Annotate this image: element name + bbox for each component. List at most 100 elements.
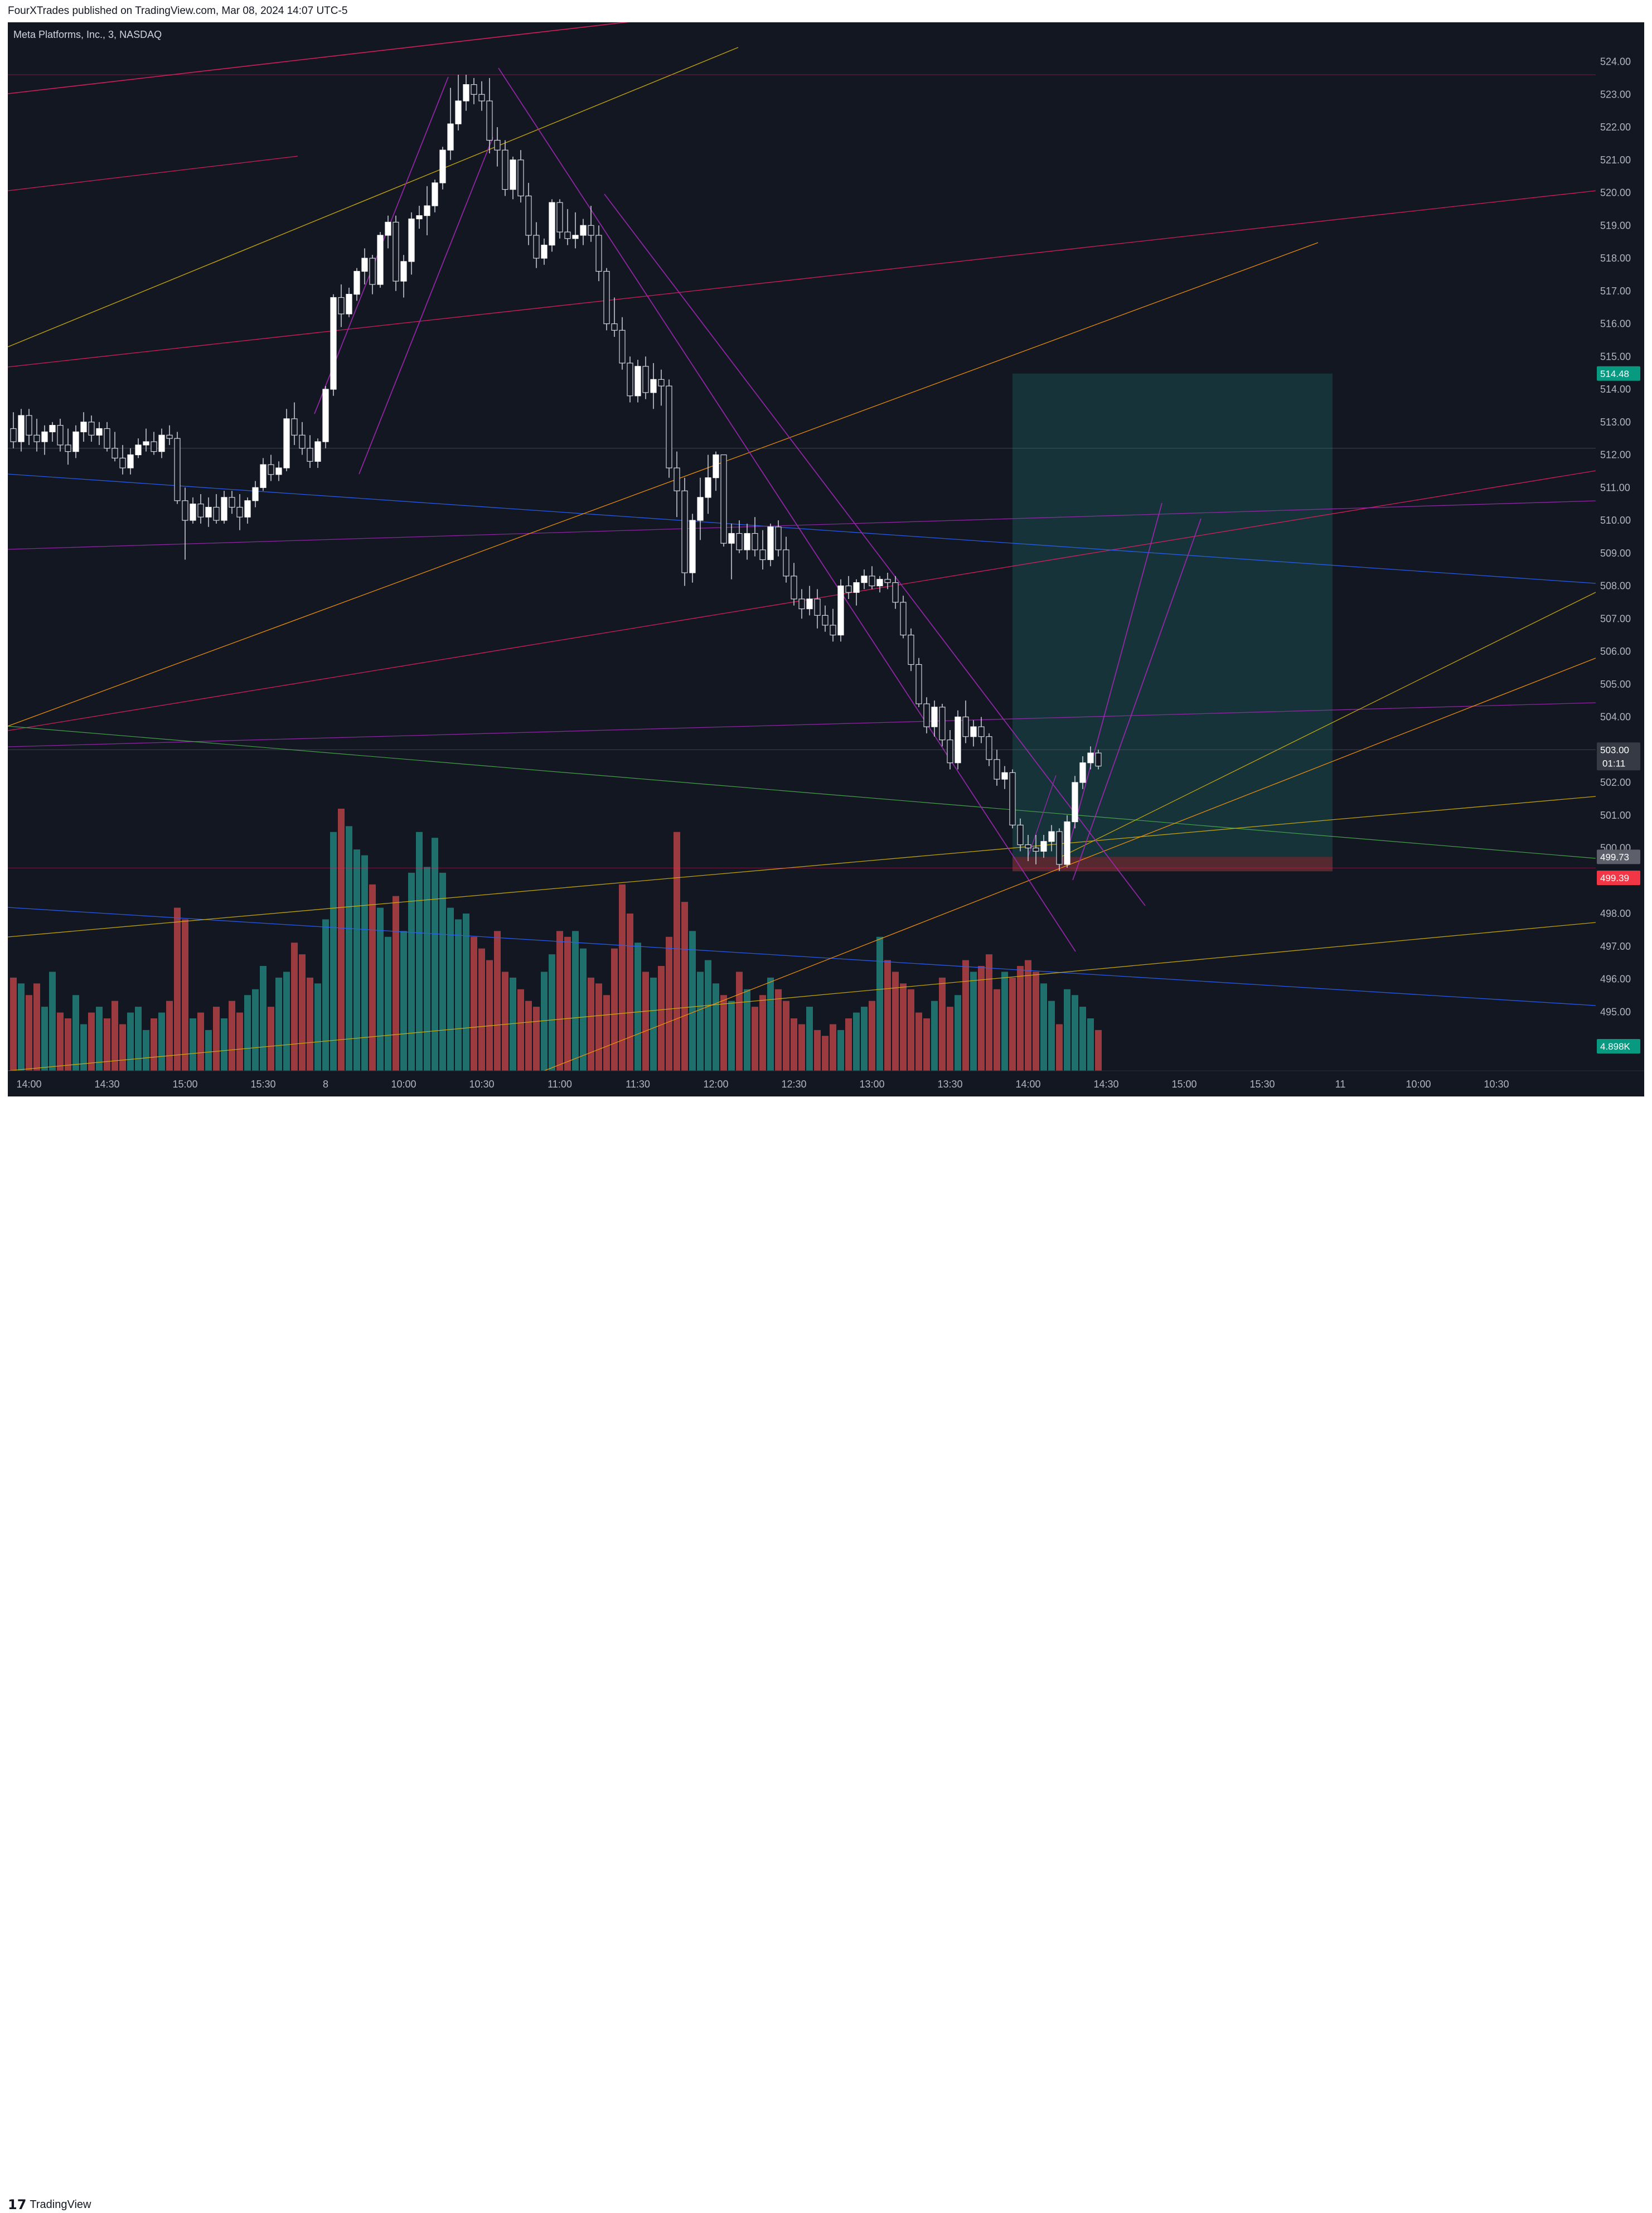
volume-bar: [1056, 1024, 1063, 1071]
symbol-legend[interactable]: Meta Platforms, Inc., 3, NASDAQ: [13, 29, 162, 40]
candle-body: [252, 487, 259, 501]
volume-bar: [18, 983, 25, 1071]
volume-tag: 4.898K: [1600, 1041, 1631, 1052]
footer-bar: 17 TradingView: [0, 1096, 1652, 2212]
volume-bar: [1095, 1030, 1102, 1071]
volume-bar: [112, 1001, 118, 1071]
candle-body: [908, 635, 914, 665]
candle-body: [697, 497, 704, 521]
price-tick-label: 522.00: [1600, 122, 1631, 133]
volume-bar: [1025, 960, 1031, 1071]
volume-bar: [252, 989, 259, 1071]
candle-body: [143, 441, 149, 446]
candle-body: [830, 625, 836, 636]
volume-bar: [689, 931, 696, 1071]
candle-body: [759, 549, 766, 561]
price-tick-label: 497.00: [1600, 941, 1631, 952]
candle-body: [869, 576, 875, 587]
candle-body: [689, 520, 696, 573]
candle-body: [853, 582, 860, 593]
candles-layer: [10, 75, 1102, 871]
price-tick-label: 515.00: [1600, 351, 1631, 362]
volume-bar: [634, 943, 641, 1071]
candle-body: [884, 579, 891, 583]
publish-header: FourXTrades published on TradingView.com…: [0, 0, 1652, 22]
price-tick-label: 504.00: [1600, 712, 1631, 723]
volume-bar: [588, 977, 594, 1071]
candle-body: [744, 533, 750, 550]
time-tick-label: 15:00: [1171, 1079, 1196, 1090]
volume-bar: [931, 1001, 938, 1071]
candle-body: [1087, 752, 1094, 764]
trend-line: [8, 47, 739, 347]
volume-bar: [268, 1007, 274, 1071]
volume-bar: [908, 989, 914, 1071]
candle-body: [650, 379, 657, 393]
tradingview-logo[interactable]: 17 TradingView: [8, 2196, 91, 2213]
price-tags: 514.48 503.00 01:11 499.73 499.39 4.898K: [1597, 366, 1640, 1054]
candle-body: [595, 235, 602, 272]
candle-body: [1079, 762, 1086, 783]
volume-bar: [572, 931, 579, 1071]
time-tick-label: 13:00: [859, 1079, 884, 1090]
tradingview-logo-icon: 17: [8, 2197, 27, 2212]
volume-bar: [892, 972, 899, 1071]
candle-body: [923, 703, 930, 727]
volume-bar: [978, 966, 985, 1071]
volume-bar: [307, 977, 313, 1071]
candle-body: [447, 123, 454, 151]
price-tick-label: 513.00: [1600, 417, 1631, 428]
volume-bar: [104, 1018, 110, 1071]
volume-bar: [330, 832, 337, 1071]
time-tick-label: 11: [1335, 1079, 1346, 1090]
candle-body: [369, 258, 376, 285]
volume-bar: [1064, 989, 1070, 1071]
trend-line: [1072, 518, 1202, 881]
candle-body: [658, 379, 665, 386]
volume-bar: [143, 1030, 149, 1071]
volume-bar: [151, 1018, 157, 1071]
volume-bar: [49, 972, 56, 1071]
time-tick-label: 11:00: [548, 1079, 572, 1090]
volume-bar: [400, 931, 407, 1071]
price-chart[interactable]: 524.00 523.00 522.00 521.00 520.00 519.00 518.…: [8, 22, 1644, 1096]
candle-body: [299, 434, 306, 449]
time-axis[interactable]: 14:00 14:30 15:00 15:30 8 10:00 10:30 11:00 11:3…: [8, 1070, 1644, 1096]
price-tick-label: 511.00: [1600, 482, 1630, 493]
trend-line: [1064, 502, 1162, 863]
candle-body: [533, 235, 540, 259]
price-tick-label: 495.00: [1600, 1006, 1631, 1017]
volume-bar: [759, 995, 766, 1071]
volume-bar: [556, 931, 563, 1071]
candle-body: [416, 215, 423, 220]
candle-body: [158, 434, 165, 452]
volume-bar: [182, 919, 188, 1071]
candle-body: [18, 415, 25, 442]
candle-body: [72, 431, 79, 452]
candle-body: [424, 205, 430, 216]
time-tick-label: 13:30: [937, 1079, 962, 1090]
price-axis[interactable]: 524.00 523.00 522.00 521.00 520.00 519.00 518.…: [1596, 22, 1644, 1096]
candle-body: [541, 244, 548, 259]
candle-body: [720, 454, 727, 544]
candle-body: [822, 615, 829, 626]
candle-body: [1009, 772, 1016, 825]
candle-body: [330, 297, 337, 390]
candle-body: [338, 297, 345, 315]
volume-bar: [393, 896, 399, 1071]
volume-bar: [595, 983, 602, 1071]
candle-body: [674, 467, 680, 491]
candle-body: [408, 218, 415, 262]
candle-body: [322, 389, 329, 442]
target-price-tag-bg: [1597, 366, 1640, 381]
candle-body: [814, 598, 821, 616]
candle-body: [728, 533, 735, 544]
candle-body: [377, 235, 384, 285]
candle-body: [119, 457, 126, 468]
candle-body: [439, 149, 446, 183]
volume-bar: [603, 995, 610, 1071]
time-axis-bg: [8, 1071, 1644, 1096]
candle-body: [260, 464, 267, 488]
candle-body: [970, 726, 977, 737]
candle-body: [190, 504, 196, 521]
